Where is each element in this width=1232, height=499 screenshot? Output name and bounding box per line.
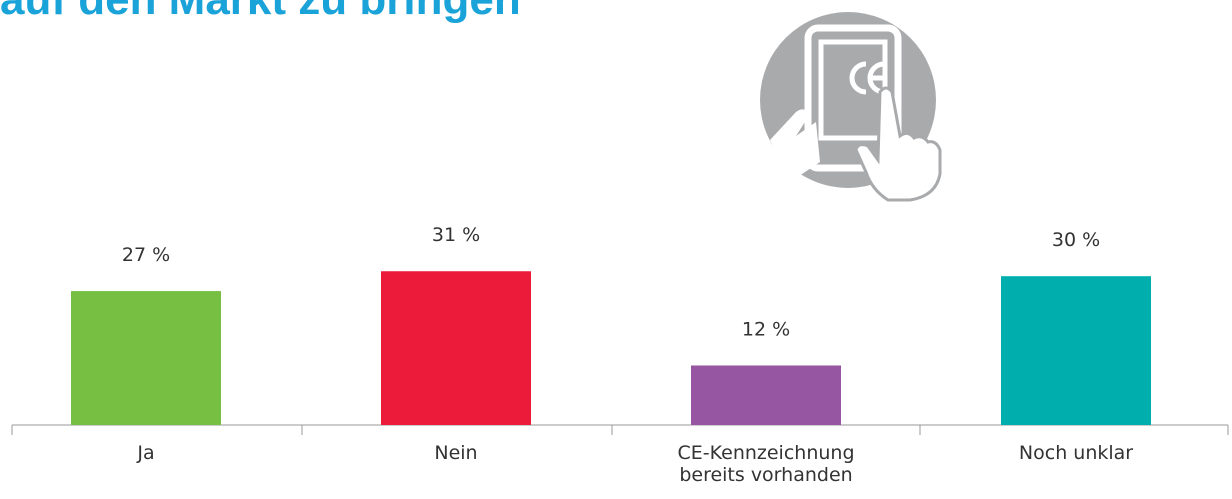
x-tick-label: Ja [137,442,155,464]
x-axis-ticks [11,425,1229,435]
value-label: 12 % [742,318,790,340]
x-tick-label: Nein [434,442,478,464]
ce-icon [760,12,942,202]
x-tick-label: CE-Kennzeichnung bereits vorhanden [677,442,855,486]
bar [1001,276,1151,425]
bar [381,271,531,425]
bar [71,291,221,425]
chart-title: auf den Markt zu bringen [0,0,521,24]
bar [691,365,841,425]
x-tick-label: Noch unklar [1018,442,1134,464]
value-label: 31 % [432,224,480,246]
value-label: 30 % [1052,229,1100,251]
value-label: 27 % [122,244,170,266]
